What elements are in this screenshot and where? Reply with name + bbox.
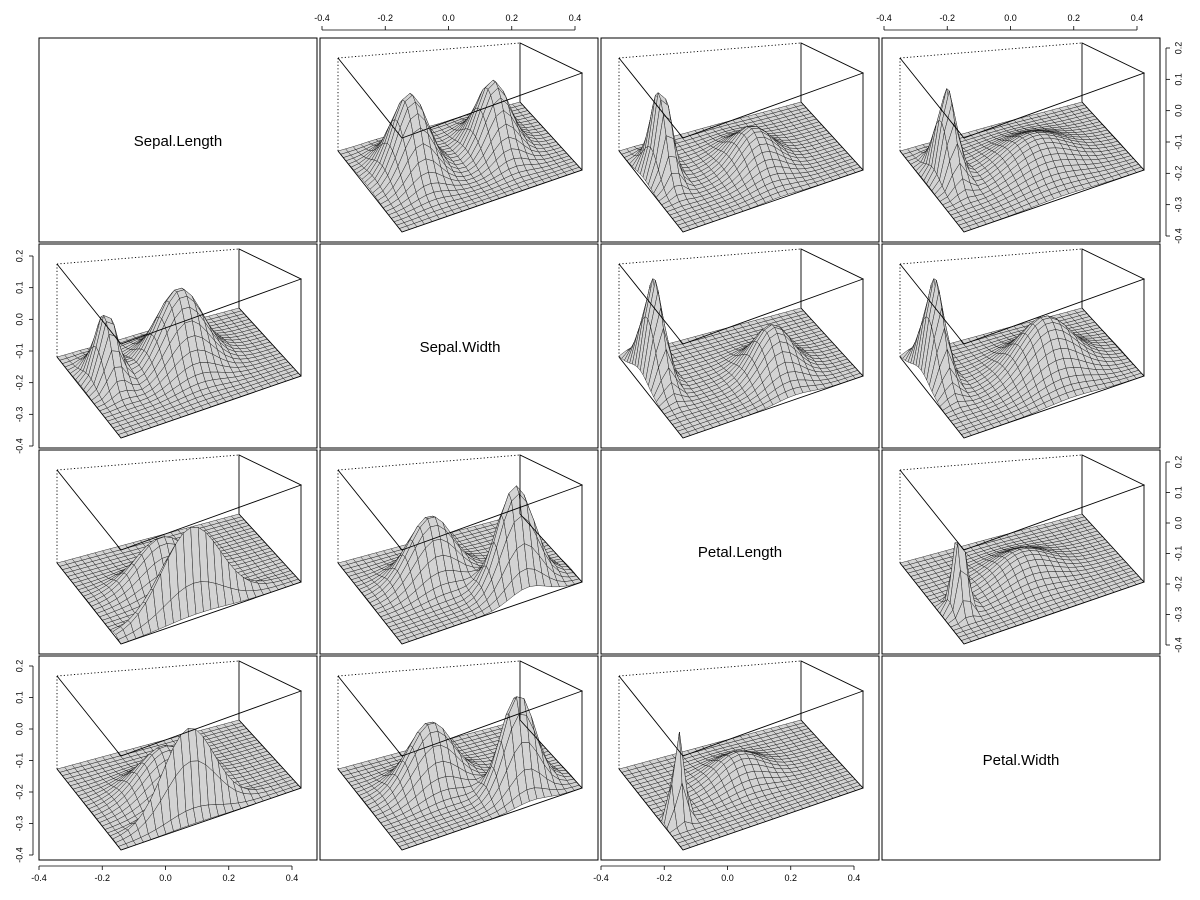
- surface-mesh: [56, 287, 302, 439]
- panels-layer: [38, 37, 1161, 861]
- panel-frame-r4-c4: [881, 655, 1161, 861]
- surface-plot-r2-c3: [618, 248, 865, 439]
- surface-mesh: [618, 278, 864, 439]
- surface-plot-r1-c4: [899, 42, 1146, 233]
- surface-plot-r1-c2: [337, 42, 584, 233]
- box-floor-edge: [899, 101, 1145, 233]
- panel-frame-r3-c3: [600, 449, 880, 655]
- panel-frame-r2-c2: [319, 243, 599, 449]
- box-floor-edge: [56, 307, 302, 439]
- box-floor-edge: [337, 101, 583, 233]
- surface-mesh: [618, 92, 864, 233]
- surface-mesh: [899, 88, 1145, 233]
- box-floor-edge: [618, 101, 864, 233]
- surface-plot-r2-c1: [56, 248, 303, 439]
- surface-plot-r1-c3: [618, 42, 865, 233]
- panel-frame-r1-c1: [38, 37, 318, 243]
